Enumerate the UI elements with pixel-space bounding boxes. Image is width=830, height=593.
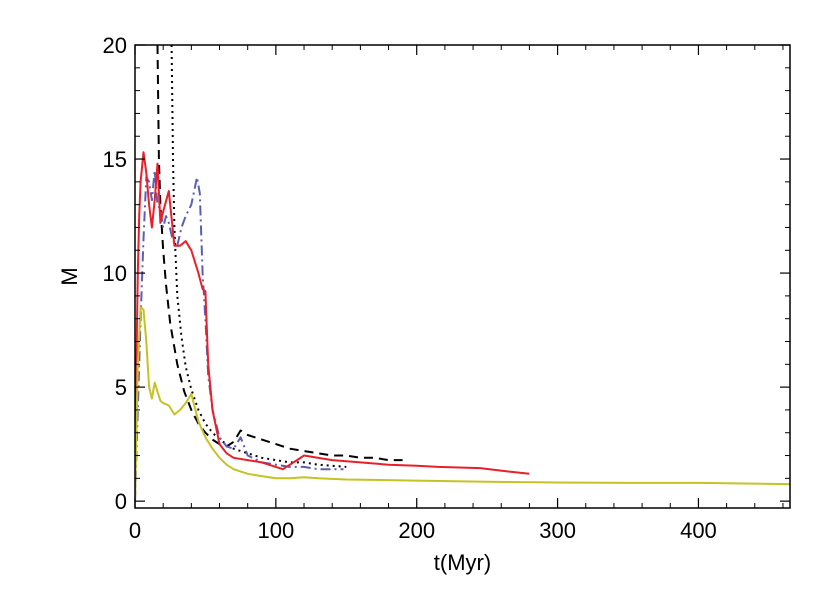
- x-tick-label: 0: [129, 518, 141, 543]
- y-tick-label: 5: [115, 375, 127, 400]
- x-tick-label: 200: [398, 518, 435, 543]
- series-line-3: [135, 151, 530, 502]
- y-axis-label: M: [57, 267, 82, 285]
- x-tick-label: 100: [258, 518, 295, 543]
- x-tick-label: 400: [680, 518, 717, 543]
- series-line-4: [135, 306, 790, 502]
- plot-frame: [134, 44, 791, 509]
- y-tick-label: 20: [103, 33, 127, 58]
- ticks-layer: 0 100 200 300 400 0 5 10 15 20: [103, 33, 790, 543]
- y-tick-label: 10: [103, 261, 127, 286]
- series-layer: [135, 45, 790, 502]
- x-tick-label: 300: [539, 518, 576, 543]
- series-line-0: [156, 45, 403, 462]
- series-line-1: [170, 45, 347, 468]
- y-tick-label: 15: [103, 147, 127, 172]
- x-axis-label: t(Myr): [434, 550, 491, 575]
- y-tick-label: 0: [115, 489, 127, 514]
